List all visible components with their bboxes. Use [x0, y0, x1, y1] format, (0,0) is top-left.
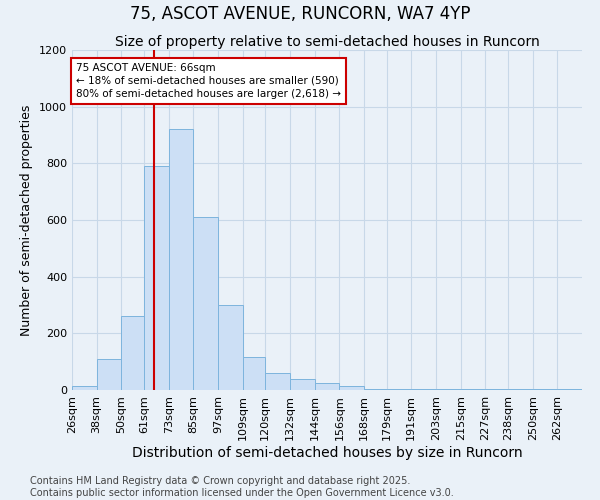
Bar	[169, 130, 193, 390]
Text: 75, ASCOT AVENUE, RUNCORN, WA7 4YP: 75, ASCOT AVENUE, RUNCORN, WA7 4YP	[130, 5, 470, 23]
Title: Size of property relative to semi-detached houses in Runcorn: Size of property relative to semi-detach…	[115, 35, 539, 49]
Bar	[412, 389, 436, 390]
X-axis label: Distribution of semi-detached houses by size in Runcorn: Distribution of semi-detached houses by …	[131, 446, 523, 460]
Text: 75 ASCOT AVENUE: 66sqm
← 18% of semi-detached houses are smaller (590)
80% of se: 75 ASCOT AVENUE: 66sqm ← 18% of semi-det…	[76, 62, 341, 99]
Bar	[265, 373, 290, 390]
Bar	[144, 166, 169, 390]
Bar	[290, 378, 314, 390]
Text: Contains HM Land Registry data © Crown copyright and database right 2025.
Contai: Contains HM Land Registry data © Crown c…	[30, 476, 454, 498]
Bar	[340, 386, 364, 390]
Bar	[121, 316, 144, 390]
Bar	[364, 388, 386, 390]
Bar	[218, 305, 242, 390]
Y-axis label: Number of semi-detached properties: Number of semi-detached properties	[20, 104, 34, 336]
Bar	[386, 389, 412, 390]
Bar	[193, 217, 218, 390]
Bar	[314, 383, 340, 390]
Bar	[72, 386, 97, 390]
Bar	[242, 358, 265, 390]
Bar	[97, 359, 121, 390]
